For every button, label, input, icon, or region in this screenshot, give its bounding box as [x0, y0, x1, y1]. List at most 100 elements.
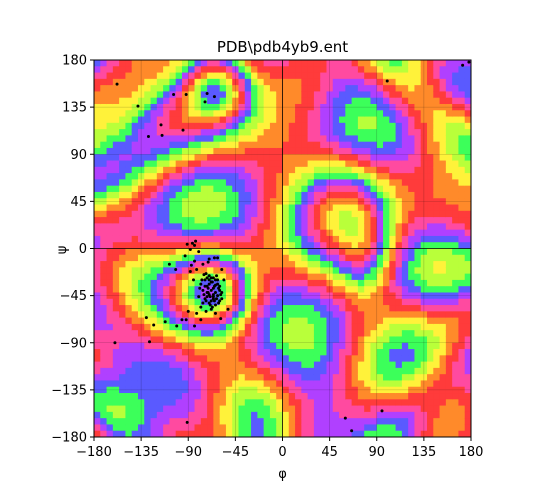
density-cell	[282, 386, 290, 394]
density-cell	[414, 78, 422, 86]
density-cell	[200, 367, 208, 375]
density-cell	[156, 154, 164, 162]
density-cell	[433, 72, 441, 80]
density-cell	[244, 367, 252, 375]
density-cell	[420, 292, 428, 300]
density-cell	[332, 223, 340, 231]
density-cell	[439, 305, 447, 312]
density-cell	[181, 97, 189, 105]
data-point	[205, 295, 209, 299]
density-cell	[257, 179, 265, 187]
density-cell	[150, 78, 158, 86]
density-cell	[364, 116, 372, 124]
density-cell	[263, 91, 271, 99]
density-cell	[401, 317, 409, 325]
density-cell	[357, 78, 365, 86]
density-cell	[401, 367, 409, 375]
density-cell	[401, 430, 409, 437]
density-cell	[357, 122, 365, 130]
density-cell	[395, 72, 403, 80]
density-cell	[188, 311, 196, 319]
density-cell	[313, 298, 321, 306]
density-cell	[200, 210, 208, 218]
density-cell	[276, 386, 284, 394]
density-cell	[282, 424, 290, 432]
density-cell	[263, 430, 271, 437]
density-cell	[326, 311, 334, 319]
data-point	[185, 420, 189, 424]
density-cell	[408, 305, 416, 312]
density-cell	[263, 160, 271, 168]
density-cell	[364, 229, 372, 237]
density-cell	[144, 298, 152, 306]
density-cell	[376, 66, 384, 74]
density-cell	[181, 286, 189, 294]
density-cell	[150, 267, 158, 275]
density-cell	[263, 235, 271, 243]
density-cell	[131, 323, 139, 331]
density-cell	[232, 342, 240, 350]
density-cell	[150, 135, 158, 143]
density-cell	[370, 349, 378, 356]
density-cell	[232, 72, 240, 80]
density-cell	[94, 367, 101, 375]
density-cell	[269, 223, 277, 231]
density-cell	[288, 154, 296, 162]
density-cell	[232, 110, 240, 118]
density-cell	[188, 204, 196, 212]
data-point	[204, 299, 208, 303]
density-cell	[150, 72, 158, 80]
density-cell	[364, 191, 372, 199]
density-cell	[169, 405, 177, 413]
density-cell	[163, 166, 170, 174]
density-cell	[219, 424, 227, 432]
density-cell	[345, 361, 353, 369]
density-cell	[288, 229, 296, 237]
density-cell	[395, 399, 403, 407]
density-cell	[232, 267, 240, 275]
density-cell	[420, 204, 428, 212]
density-cell	[163, 267, 170, 275]
density-cell	[238, 386, 246, 394]
density-cell	[445, 386, 453, 394]
density-cell	[408, 223, 416, 231]
density-cell	[433, 361, 441, 369]
density-cell	[395, 91, 403, 99]
density-cell	[225, 116, 233, 124]
density-cell	[313, 135, 321, 143]
density-cell	[100, 103, 108, 111]
density-cell	[269, 336, 277, 344]
density-cell	[307, 399, 315, 407]
density-cell	[351, 198, 359, 206]
density-cell	[288, 305, 296, 312]
density-cell	[439, 424, 447, 432]
density-cell	[175, 292, 183, 300]
density-cell	[213, 122, 221, 130]
density-cell	[213, 248, 221, 256]
density-cell	[313, 380, 321, 388]
density-cell	[370, 342, 378, 350]
density-cell	[301, 393, 309, 400]
density-cell	[320, 242, 328, 250]
density-cell	[169, 349, 177, 356]
density-cell	[225, 78, 233, 86]
density-cell	[257, 248, 265, 256]
density-cell	[175, 267, 183, 275]
density-cell	[357, 248, 365, 256]
density-cell	[244, 204, 252, 212]
density-cell	[301, 91, 309, 99]
density-cell	[94, 298, 101, 306]
density-cell	[181, 185, 189, 193]
density-cell	[163, 355, 170, 363]
density-cell	[439, 286, 447, 294]
density-cell	[119, 317, 127, 325]
density-cell	[207, 248, 214, 256]
density-cell	[452, 135, 460, 143]
density-cell	[276, 217, 284, 224]
density-cell	[188, 305, 196, 312]
density-cell	[144, 267, 152, 275]
density-cell	[420, 122, 428, 130]
density-cell	[452, 254, 460, 262]
density-cell	[395, 147, 403, 155]
density-cell	[395, 191, 403, 199]
